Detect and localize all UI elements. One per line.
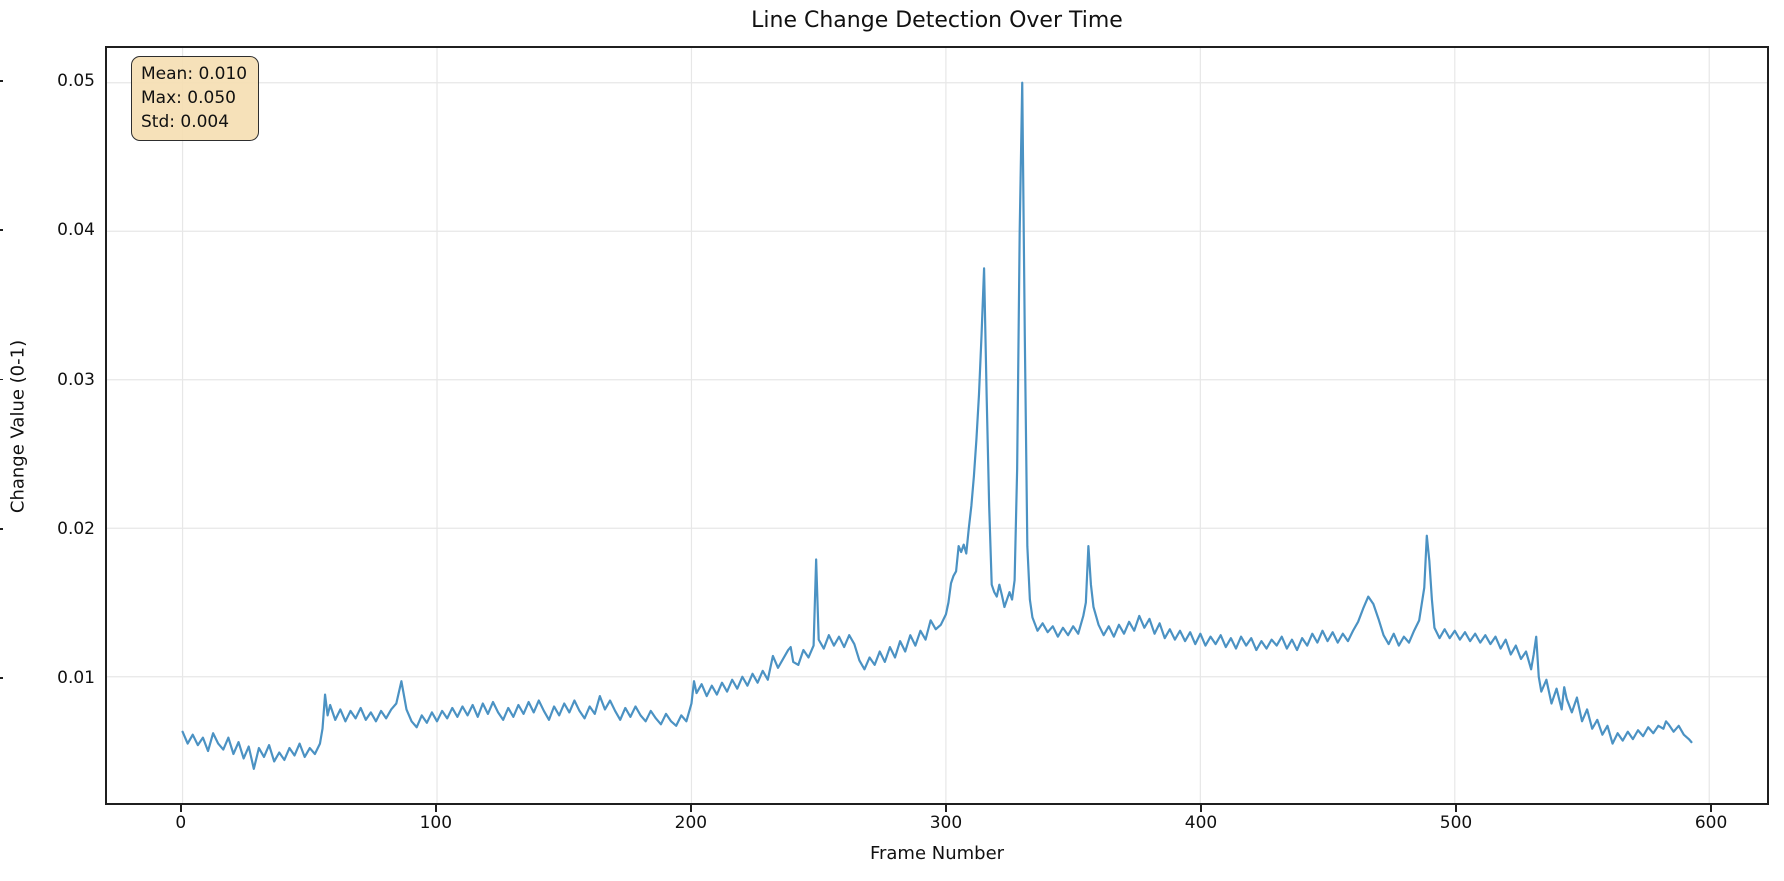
x-tick-label: 400 bbox=[1184, 813, 1218, 833]
x-tick-label: 600 bbox=[1694, 813, 1728, 833]
chart-title: Line Change Detection Over Time bbox=[751, 8, 1123, 33]
x-tick-mark bbox=[1455, 805, 1457, 812]
y-tick-label: 0.05 bbox=[57, 70, 95, 91]
x-tick-label: 200 bbox=[674, 813, 708, 833]
x-tick-mark bbox=[1710, 805, 1712, 812]
x-tick-label: 500 bbox=[1439, 813, 1473, 833]
y-tick-mark bbox=[0, 677, 3, 679]
y-tick-label: 0.03 bbox=[57, 369, 95, 390]
y-tick-mark bbox=[0, 378, 3, 381]
x-tick-mark bbox=[690, 805, 692, 812]
stats-std: Std: 0.004 bbox=[141, 112, 230, 132]
x-tick-mark bbox=[1200, 805, 1202, 812]
stats-max: Max: 0.050 bbox=[141, 88, 236, 108]
y-tick-label: 0.01 bbox=[57, 668, 95, 689]
x-tick-label: 0 bbox=[175, 813, 187, 833]
y-tick-mark bbox=[0, 80, 3, 82]
plot-area: Mean: 0.010 Max: 0.050 Std: 0.004 bbox=[105, 46, 1769, 805]
line-plot-svg bbox=[107, 48, 1767, 803]
stats-box: Mean: 0.010 Max: 0.050 Std: 0.004 bbox=[131, 56, 260, 141]
y-tick-mark bbox=[0, 528, 3, 530]
x-tick-label: 300 bbox=[929, 813, 963, 833]
stats-mean: Mean: 0.010 bbox=[141, 64, 248, 84]
y-tick-label: 0.04 bbox=[57, 220, 95, 241]
x-axis-label: Frame Number bbox=[869, 843, 1005, 864]
y-tick-label: 0.02 bbox=[57, 518, 95, 539]
x-tick-mark bbox=[435, 805, 437, 812]
y-tick-mark bbox=[0, 229, 3, 232]
x-tick-mark bbox=[945, 805, 947, 812]
x-tick-label: 100 bbox=[419, 813, 453, 833]
x-tick-mark bbox=[179, 805, 182, 812]
series-line-change-value bbox=[181, 81, 1693, 770]
y-axis-label: Change Value (0-1) bbox=[7, 339, 29, 514]
